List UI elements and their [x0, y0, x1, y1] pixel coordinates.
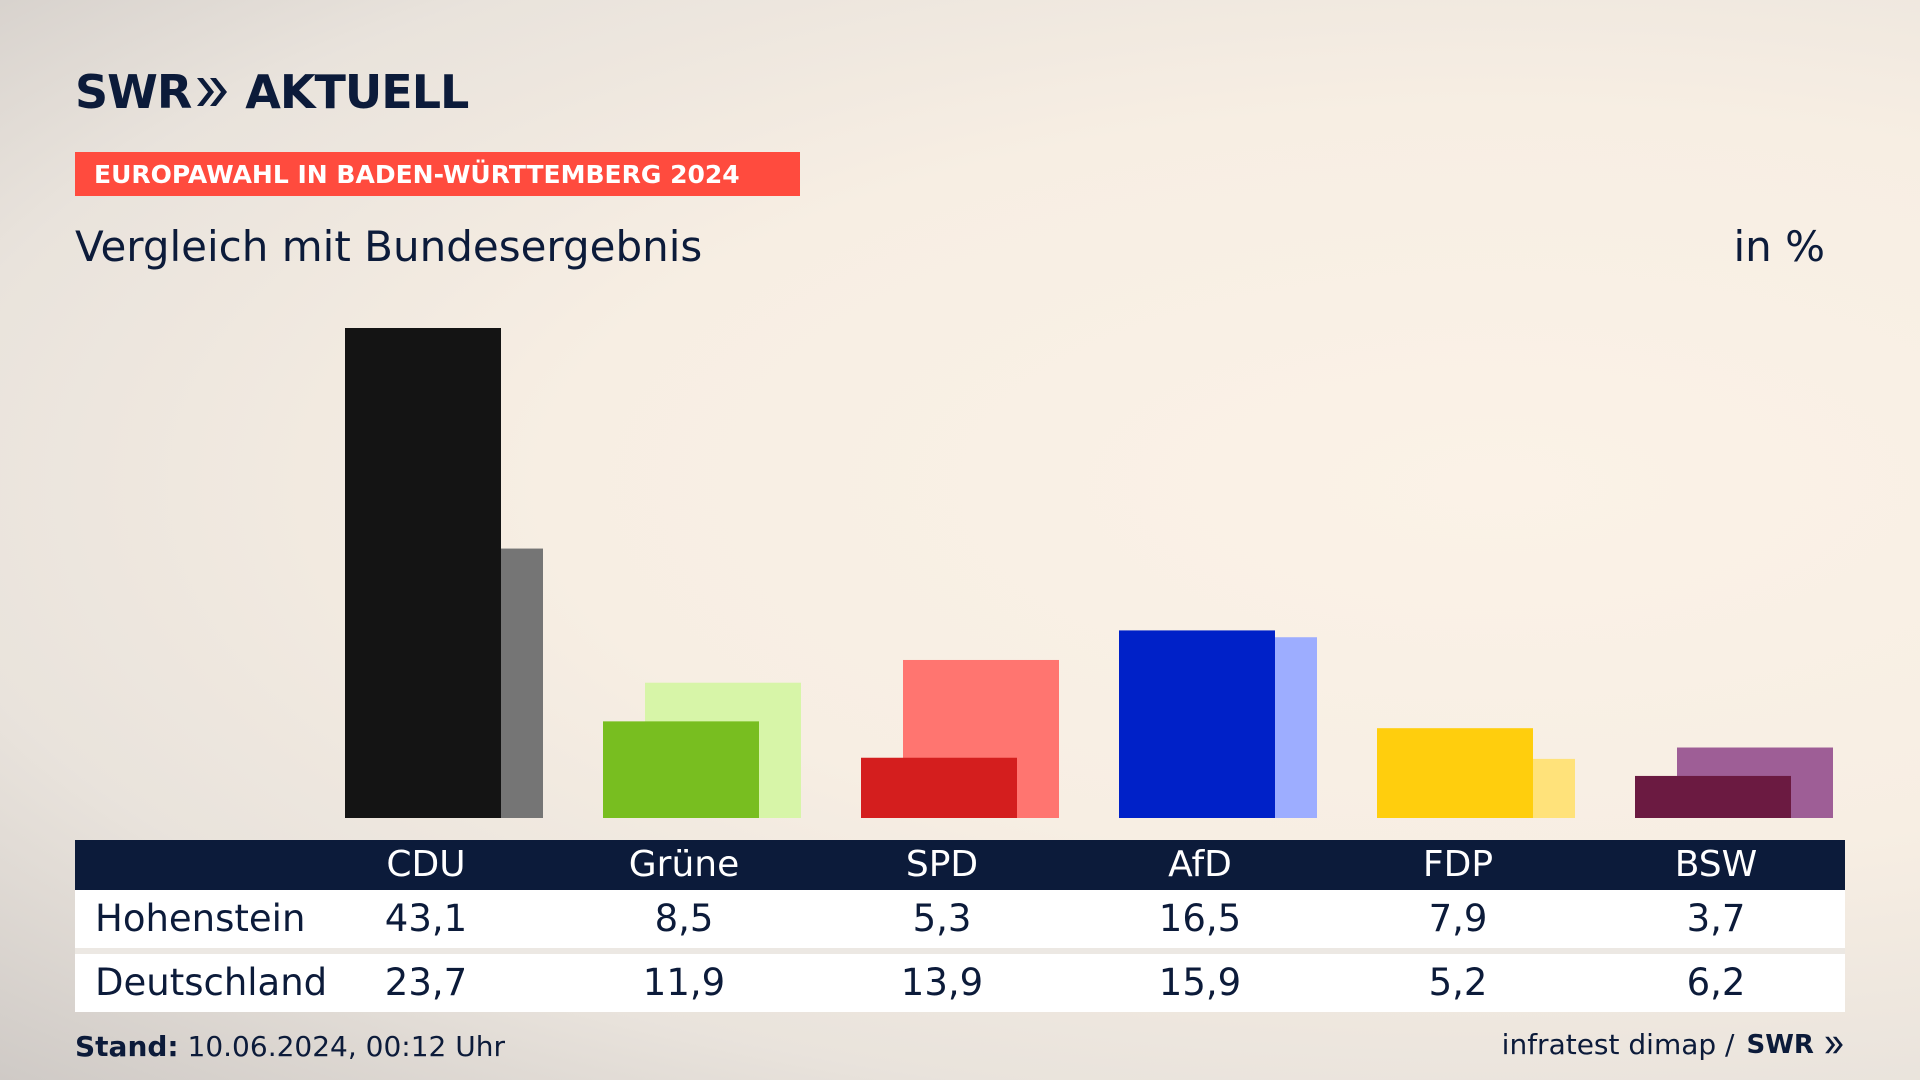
timestamp: Stand: 10.06.2024, 00:12 Uhr — [75, 1030, 505, 1063]
double-chevron-icon — [197, 78, 228, 106]
table-cell: 16,5 — [1158, 897, 1242, 940]
swr-aktuell-logo: SWR AKTUELL — [75, 65, 469, 119]
stand-label: Stand: — [75, 1030, 179, 1063]
table-cell: 43,1 — [384, 897, 468, 940]
row-label: Hohenstein — [95, 897, 306, 940]
table-cell: 5,2 — [1428, 961, 1488, 1004]
table-header-cell: AfD — [1168, 844, 1232, 885]
bar-hohenstein-spd — [861, 757, 1017, 818]
table-cell: 23,7 — [384, 961, 468, 1004]
election-ribbon: EUROPAWAHL IN BADEN-WÜRTTEMBERG 2024 — [75, 152, 800, 196]
table-header-cell: BSW — [1674, 844, 1758, 885]
source-credit: infratest dimap / SWR — [1502, 1028, 1845, 1061]
stand-value: 10.06.2024, 00:12 Uhr — [187, 1030, 505, 1063]
source-logo-text: SWR — [1746, 1029, 1814, 1060]
bar-hohenstein-cdu — [345, 328, 501, 818]
table-cell: 11,9 — [642, 961, 726, 1004]
table-cell: 15,9 — [1158, 961, 1242, 1004]
source-text: infratest dimap / — [1501, 1028, 1735, 1061]
table-cell: 6,2 — [1686, 961, 1746, 1004]
table-header: CDU Grüne SPD AfD FDP BSW — [75, 840, 1845, 890]
table-cell: 13,9 — [900, 961, 984, 1004]
chart-subtitle: Vergleich mit Bundesergebnis — [75, 222, 703, 271]
table-row-hohenstein: Hohenstein 43,1 8,5 5,3 16,5 7,9 3,7 — [75, 890, 1845, 954]
table-cell: 8,5 — [654, 897, 714, 940]
results-table: CDU Grüne SPD AfD FDP BSW Hohenstein 43,1 8,5 5,… — [75, 840, 1845, 1012]
logo-text-swr: SWR — [75, 65, 192, 119]
bar-hohenstein-afd — [1119, 630, 1275, 818]
table-header-cell: FDP — [1422, 844, 1494, 885]
table-cell: 7,9 — [1428, 897, 1488, 940]
bar-hohenstein-grüne — [603, 721, 759, 818]
bar-hohenstein-bsw — [1635, 775, 1791, 818]
bar-chart — [345, 328, 1833, 818]
logo-text-aktuell: AKTUELL — [245, 65, 469, 119]
table-cell: 3,7 — [1686, 897, 1746, 940]
row-label: Deutschland — [95, 961, 328, 1004]
table-header-cell: Grüne — [628, 844, 740, 885]
source-swr-logo: SWR — [1747, 1030, 1846, 1060]
table-header-cell: SPD — [905, 844, 979, 885]
table-row-deutschland: Deutschland 23,7 11,9 13,9 15,9 5,2 6,2 — [75, 954, 1845, 1012]
table-header-cell: CDU — [386, 844, 466, 885]
unit-label: in % — [1733, 222, 1825, 271]
small-double-chevron-icon — [1825, 1036, 1843, 1053]
table-cell: 5,3 — [912, 897, 972, 940]
bar-hohenstein-fdp — [1377, 728, 1533, 818]
